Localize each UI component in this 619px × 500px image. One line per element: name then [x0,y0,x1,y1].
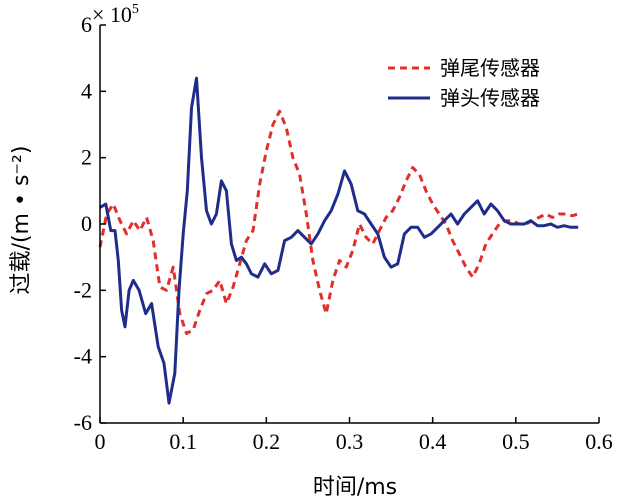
y-tick-label: -6 [74,410,92,435]
y-tick-label: 6 [81,12,92,37]
x-axis-title: 时间/ms [313,475,397,500]
y-tick-label: -2 [74,277,92,302]
y-tick-label: -4 [74,344,92,369]
y-tick-label: 4 [81,78,92,103]
series-line-head-sensor [99,76,579,405]
legend: 弹尾传感器 弹头传感器 [388,56,540,110]
y-axis-title: 过载/(m • s⁻²) [9,146,34,295]
x-tick-label: 0.1 [169,429,197,454]
x-tick-label: 0.5 [502,429,530,454]
x-tick-label: 0.6 [585,429,613,454]
x-tick-label: 0.3 [336,429,364,454]
series-lines [98,76,579,405]
y-multiplier: × 105 [92,2,139,27]
y-tick-label: 2 [81,145,92,170]
x-tick-label: 0.2 [253,429,281,454]
legend-label-head: 弹头传感器 [440,86,540,110]
legend-label-tail: 弹尾传感器 [440,56,540,80]
x-tick-label: 0 [95,429,106,454]
y-multiplier-exponent: 5 [132,2,139,17]
series-line-tail-sensor [98,109,579,335]
x-tick-label: 0.4 [419,429,447,454]
y-tick-label: 0 [81,211,92,236]
